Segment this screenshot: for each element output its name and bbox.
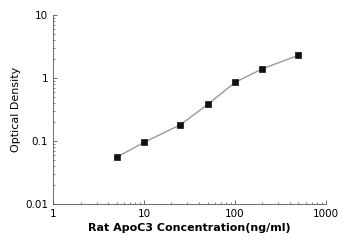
X-axis label: Rat ApoC3 Concentration(ng/ml): Rat ApoC3 Concentration(ng/ml) [88, 223, 291, 233]
Y-axis label: Optical Density: Optical Density [11, 67, 21, 152]
